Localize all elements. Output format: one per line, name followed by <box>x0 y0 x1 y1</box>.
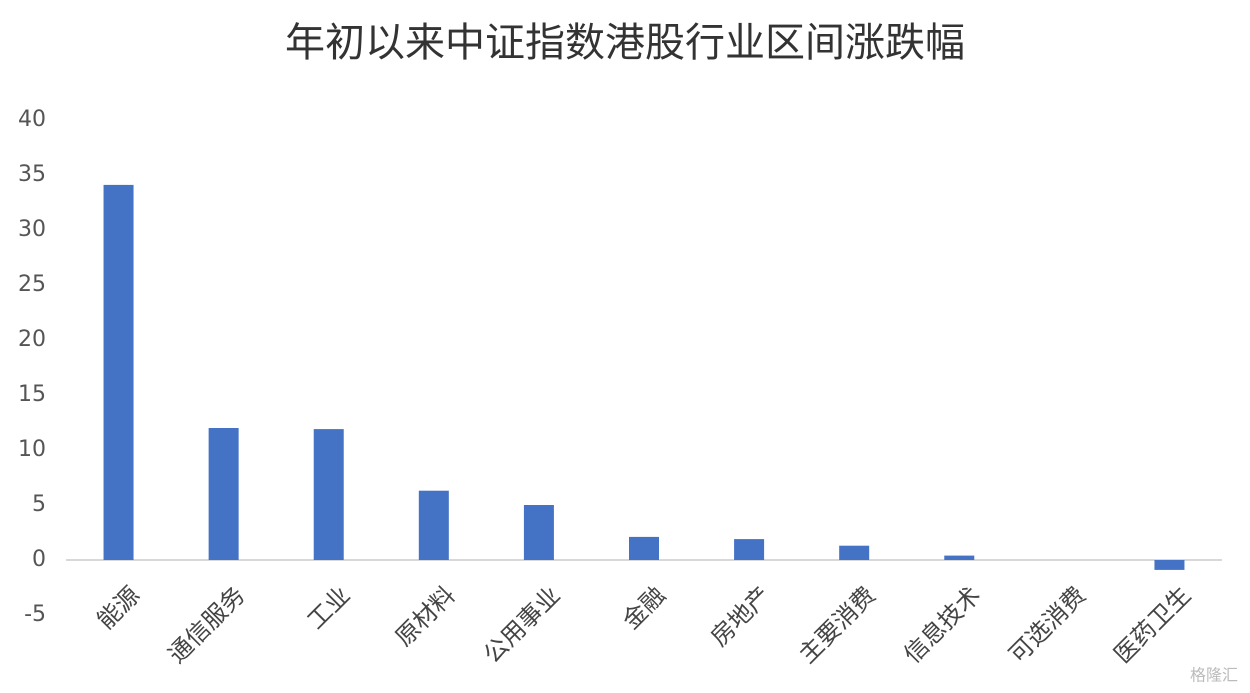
x-tick-label: 原材料 <box>390 581 461 652</box>
x-tick-label: 医药卫生 <box>1109 581 1197 669</box>
bar <box>103 184 134 560</box>
x-tick-label: 通信服务 <box>163 581 251 669</box>
bar <box>944 555 975 560</box>
bar <box>839 545 870 560</box>
y-tick-label: 40 <box>18 107 46 132</box>
bar <box>418 490 449 560</box>
y-tick-label: 30 <box>18 217 46 242</box>
y-tick-label: 15 <box>18 382 46 407</box>
y-tick-label: 10 <box>18 437 46 462</box>
x-tick-label: 金融 <box>617 581 671 635</box>
bar <box>523 505 554 560</box>
chart-title: 年初以来中证指数港股行业区间涨跌幅 <box>285 20 965 66</box>
x-tick-label: 能源 <box>92 581 146 635</box>
y-tick-label: 20 <box>18 327 46 352</box>
x-tick-label: 工业 <box>302 581 356 635</box>
x-tick-label: 信息技术 <box>898 581 986 669</box>
x-tick-label: 可选消费 <box>1004 581 1092 669</box>
y-tick-label: 25 <box>18 272 46 297</box>
bar <box>313 429 344 560</box>
bar <box>1154 560 1185 570</box>
bar <box>629 536 659 560</box>
x-tick-label: 房地产 <box>705 581 776 652</box>
y-tick-label: 35 <box>18 162 46 187</box>
x-tick-label: 公用事业 <box>478 581 566 669</box>
watermark: 格隆汇 <box>1190 666 1238 685</box>
y-tick-label: 5 <box>32 492 46 517</box>
x-tick-label: 主要消费 <box>793 581 881 669</box>
y-tick-label: 0 <box>32 547 46 572</box>
y-tick-label: -5 <box>24 602 46 627</box>
bar <box>208 428 239 560</box>
bar <box>734 539 765 560</box>
